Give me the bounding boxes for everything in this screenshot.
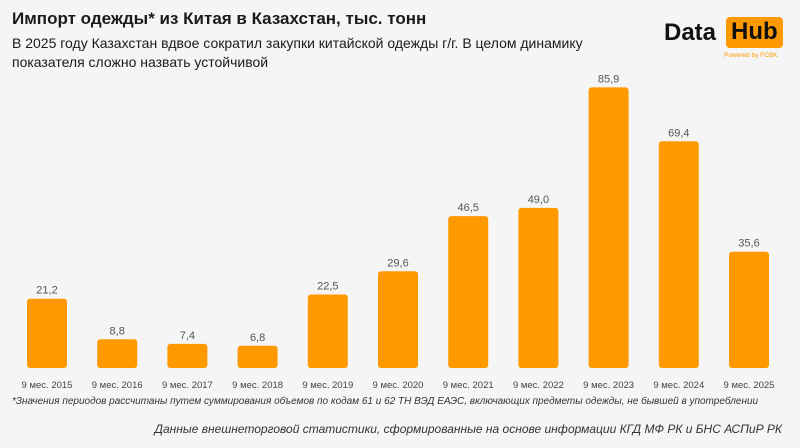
category-label-6: 9 мес. 2020 [373,380,424,391]
value-label-7: 46,5 [457,202,478,214]
category-label-3: 9 мес. 2017 [162,380,213,391]
category-label-9: 9 мес. 2023 [583,380,634,391]
bar-7 [448,216,489,368]
category-label-10: 9 мес. 2024 [653,380,704,391]
bar-4 [237,345,278,368]
value-label-4: 6,8 [250,332,265,344]
category-label-4: 9 мес. 2018 [232,380,283,391]
chart-title: Импорт одежды* из Китая в Казахстан, тыс… [12,9,427,28]
bar-11 [729,251,769,368]
category-label-8: 9 мес. 2022 [513,380,564,391]
value-label-3: 7,4 [180,330,195,342]
chart-subtitle: В 2025 году Казахстан вдвое сократил зак… [12,35,583,70]
bar-8 [518,207,559,368]
bar-chart: 21,2 9 мес. 2015 8,8 9 мес. 2016 7,4 9 мес. 2… [22,73,775,391]
bar-5 [307,294,348,368]
category-label-1: 9 мес. 2015 [22,380,73,391]
bar-10 [658,141,699,368]
category-label-7: 9 мес. 2021 [443,380,494,391]
category-label-2: 9 мес. 2016 [92,380,143,391]
value-label-1: 21,2 [36,285,57,297]
value-label-10: 69,4 [668,127,689,139]
bar-9 [588,87,629,368]
datahub-logo: Data Hub Powered by FCBK [664,15,790,63]
bar-2 [97,339,138,368]
source-note: Данные внешнеторговой статистики, сформи… [154,422,782,436]
logo-word-data: Data [664,19,717,46]
value-label-6: 29,6 [387,257,408,269]
category-label-5: 9 мес. 2019 [302,380,353,391]
value-label-8: 49,0 [528,194,549,206]
logo-word-hub: Hub [726,17,783,48]
footnote: *Значения периодов рассчитаны путем сумм… [12,396,759,407]
value-label-5: 22,5 [317,281,338,293]
value-label-9: 85,9 [598,73,619,85]
category-label-11: 9 мес. 2025 [724,380,775,391]
value-label-2: 8,8 [110,325,125,337]
bar-1 [27,298,67,368]
bar-3 [167,343,208,368]
logo-tagline: Powered by FCBK [724,52,778,59]
value-label-11: 35,6 [738,238,759,250]
bar-6 [378,271,418,368]
